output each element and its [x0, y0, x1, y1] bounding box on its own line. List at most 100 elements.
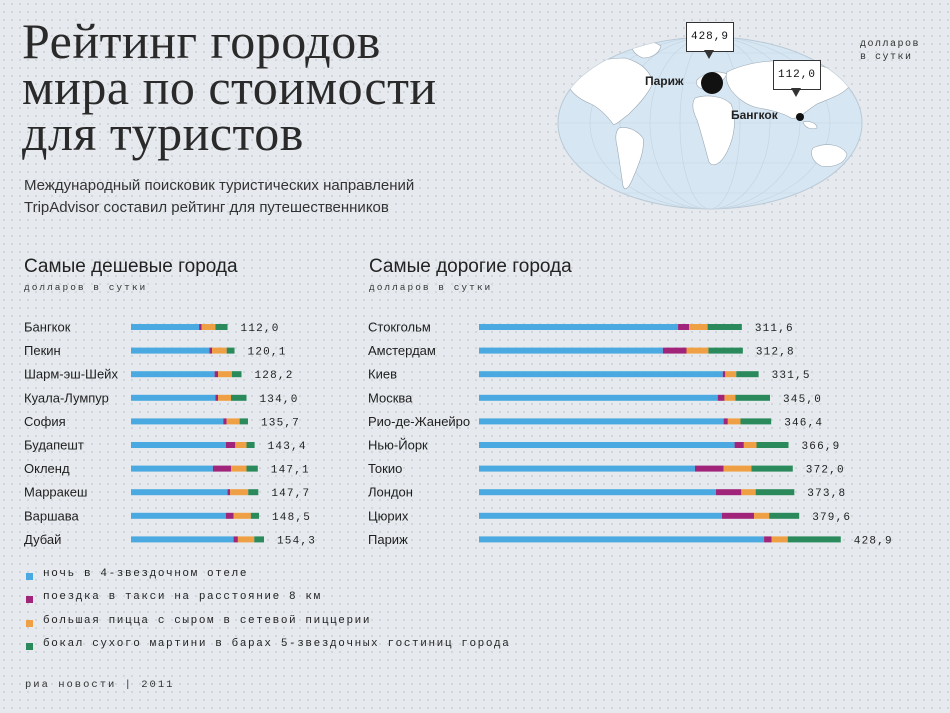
expensive-bar-segment-3: [689, 324, 708, 330]
cheap-bar-segment-2: [212, 465, 231, 472]
expensive-bar-segment-2: [716, 489, 742, 496]
expensive-row: Нью-Йорк 366,9: [368, 438, 840, 454]
cheap-bar-segment-4: [231, 371, 242, 378]
cheap-value-label: 134,0: [260, 394, 299, 406]
expensive-city-label: Цюрих: [368, 508, 409, 523]
map-unit-line-2: в сутки: [860, 52, 913, 63]
expensive-row: Токио 372,0: [368, 461, 845, 477]
expensive-bar-segment-1: [479, 512, 722, 519]
cheap-value-label: 147,7: [271, 488, 310, 500]
legend-label-martini: бокал сухого мартини в барах 5-звездочны…: [43, 637, 511, 650]
expensive-city-label: Киев: [368, 367, 397, 382]
expensive-bar-segment-4: [755, 489, 795, 496]
expensive-city-label: Токио: [368, 461, 402, 476]
expensive-bar-segment-4: [756, 442, 789, 448]
title-line-2: мира по стоимости: [22, 59, 437, 115]
credit: риа новости | 2011: [25, 679, 175, 691]
expensive-bar-segment-1: [479, 536, 765, 543]
paris-callout-pointer: [704, 50, 714, 59]
cheap-bar-segment-3: [230, 489, 249, 496]
legend-swatch-taxi: [26, 596, 33, 604]
cheap-row: Варшава 148,5: [24, 508, 311, 524]
expensive-value-label: 312,8: [756, 347, 795, 359]
expensive-value-label: 372,0: [806, 465, 845, 477]
expensive-row: Киев 331,5: [368, 367, 811, 383]
cheap-row: Бангкок 112,0: [24, 320, 280, 336]
cheap-bar-segment-1: [131, 347, 210, 354]
cheap-bar-segment-2: [225, 442, 236, 448]
expensive-bar-segment-2: [723, 418, 728, 425]
world-map: 428,9 Париж 112,0 Бангкок: [555, 22, 873, 213]
map-unit-label: долларов в сутки: [860, 38, 920, 64]
cheap-bar-segment-1: [131, 442, 226, 448]
cheap-section-unit: долларов в сутки: [24, 282, 148, 293]
cheap-value-label: 154,3: [277, 535, 316, 547]
cheap-value-label: 148,5: [272, 512, 311, 524]
cheap-bar-segment-3: [235, 442, 247, 448]
cheap-bar-segment-4: [246, 442, 255, 448]
title-line-1: Рейтинг городов: [22, 13, 381, 69]
expensive-city-label: Рио-де-Жанейро: [368, 414, 470, 429]
expensive-bar-segment-2: [694, 465, 724, 472]
cheap-city-label: Марракеш: [24, 485, 87, 500]
expensive-bar-segment-4: [769, 512, 800, 519]
cheap-bar-segment-4: [246, 465, 258, 472]
cheap-value-label: 112,0: [241, 323, 280, 335]
expensive-bar-segment-2: [722, 371, 726, 378]
expensive-value-label: 331,5: [772, 370, 811, 382]
expensive-section-title: Самые дорогие города: [369, 256, 572, 277]
expensive-row: Париж 428,9: [368, 532, 892, 548]
cheap-value-label: 143,4: [268, 441, 307, 453]
cheap-bar-segment-2: [214, 371, 219, 378]
cheap-bar-segment-1: [131, 512, 226, 519]
cheap-row: Куала-Лумпур 134,0: [24, 390, 299, 406]
cheap-bar-segment-3: [230, 465, 247, 472]
expensive-value-label: 366,9: [801, 441, 840, 453]
cheap-bar-segment-4: [248, 489, 259, 496]
cheap-row: Марракеш 147,7: [24, 485, 310, 501]
paris-label: Париж: [645, 74, 684, 88]
expensive-bar-segment-4: [735, 394, 770, 401]
expensive-row: Лондон 373,8: [368, 485, 845, 501]
expensive-bar-segment-3: [771, 536, 788, 543]
expensive-bar-segment-3: [741, 489, 756, 496]
expensive-bar-segment-4: [707, 324, 742, 330]
legend-label-pizza: большая пицца с сыром в сетевой пиццерии: [43, 614, 372, 627]
legend-swatch-martini: [26, 642, 33, 650]
cheap-cities-chart: Бангкок 112,0 Пекин 120,1 Шарм-эш-Шейх 128,2 К…: [24, 320, 316, 548]
cheap-city-label: Будапешт: [24, 438, 84, 453]
cheap-city-label: Шарм-эш-Шейх: [24, 367, 118, 382]
title-line-3: для туристов: [22, 105, 304, 161]
expensive-bar-segment-3: [723, 465, 752, 472]
expensive-row: Москва 345,0: [368, 390, 821, 406]
cheap-city-label: Куала-Лумпур: [24, 390, 109, 405]
cheap-city-label: Дубай: [24, 532, 61, 547]
expensive-bar-segment-4: [736, 371, 759, 378]
expensive-value-label: 311,6: [755, 323, 794, 335]
cheap-bar-segment-3: [218, 394, 231, 401]
expensive-bar-segment-1: [479, 324, 679, 330]
expensive-bar-segment-2: [734, 442, 744, 448]
cheap-city-label: Бангкок: [24, 320, 71, 335]
expensive-bar-segment-1: [479, 442, 735, 448]
expensive-row: Цюрих 379,6: [368, 508, 851, 524]
paris-callout: 428,9: [686, 22, 734, 52]
expensive-bar-segment-2: [678, 324, 690, 330]
expensive-value-label: 379,6: [812, 512, 851, 524]
cheap-bar-segment-2: [225, 512, 234, 519]
expensive-bar-segment-2: [764, 536, 772, 543]
cheap-bar-segment-4: [226, 347, 235, 354]
subtitle-line-1: Международный поисковик туристических на…: [24, 177, 415, 194]
legend-label-taxi: поездка в такси на расстояние 8 км: [43, 591, 322, 604]
expensive-bar-segment-3: [686, 347, 709, 354]
subtitle: Международный поисковик туристических на…: [24, 175, 414, 219]
expensive-bar-segment-1: [479, 465, 695, 472]
expensive-city-label: Стокгольм: [368, 320, 431, 335]
expensive-bar-segment-1: [479, 489, 717, 496]
expensive-row: Амстердам 312,8: [368, 343, 795, 359]
expensive-bar-segment-3: [727, 418, 741, 425]
cheap-bar-segment-2: [209, 347, 213, 354]
cheap-row: Окленд 147,1: [24, 461, 309, 477]
expensive-bar-segment-1: [479, 418, 724, 425]
cheap-bar-segment-1: [131, 394, 216, 401]
